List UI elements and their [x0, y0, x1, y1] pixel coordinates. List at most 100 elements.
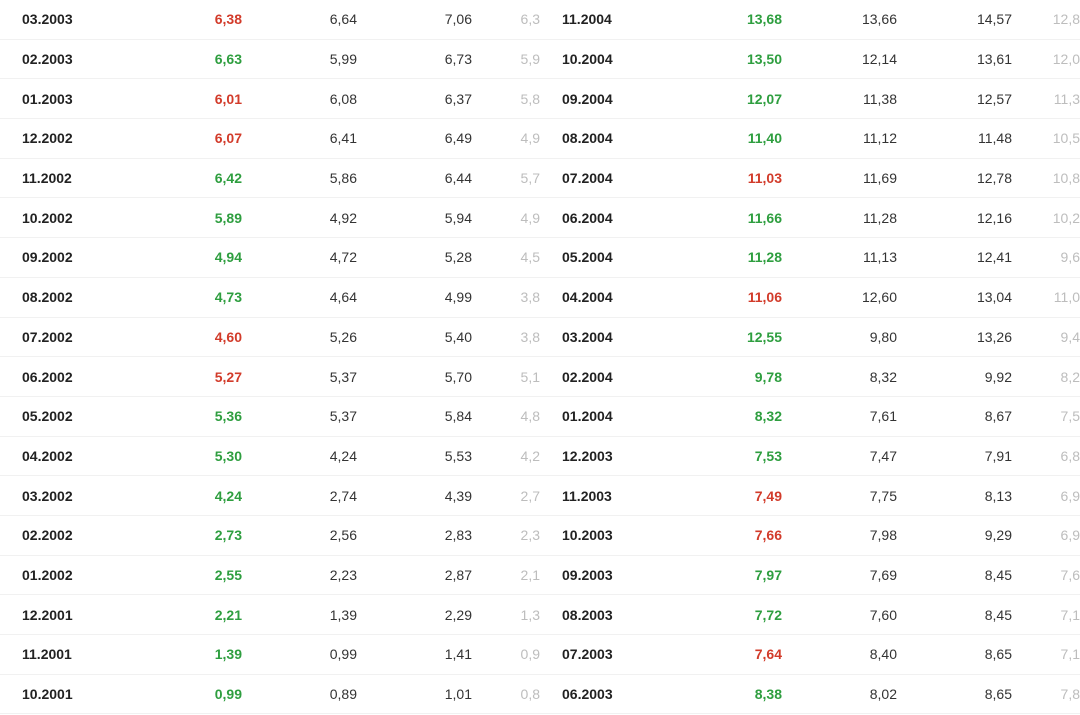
value-1-cell: 2,55 — [120, 567, 260, 583]
value-1-cell: 5,27 — [120, 369, 260, 385]
value-3-cell: 8,65 — [915, 686, 1030, 702]
value-3-cell: 9,92 — [915, 369, 1030, 385]
value-4-cell-clipped: 0,8 — [490, 686, 540, 702]
table-row: 02.20022,732,562,832,3 — [0, 516, 540, 556]
value-3-cell: 1,41 — [375, 646, 490, 662]
value-4-cell-clipped: 0,9 — [490, 646, 540, 662]
value-4-cell-clipped: 5,8 — [490, 91, 540, 107]
value-2-cell: 7,47 — [800, 448, 915, 464]
value-3-cell: 8,45 — [915, 607, 1030, 623]
value-4-cell-clipped: 9,4 — [1030, 329, 1080, 345]
value-1-cell: 1,39 — [120, 646, 260, 662]
value-1-cell: 11,03 — [660, 170, 800, 186]
value-1-cell: 12,55 — [660, 329, 800, 345]
value-3-cell: 12,78 — [915, 170, 1030, 186]
data-panel-right: 11.200413,6813,6614,5712,810.200413,5012… — [540, 0, 1080, 714]
value-4-cell-clipped: 7,8 — [1030, 686, 1080, 702]
value-4-cell-clipped: 11,3 — [1030, 91, 1080, 107]
value-2-cell: 0,99 — [260, 646, 375, 662]
value-3-cell: 5,70 — [375, 369, 490, 385]
date-cell: 11.2004 — [540, 11, 660, 27]
value-1-cell: 7,97 — [660, 567, 800, 583]
table-row: 11.20026,425,866,445,7 — [0, 159, 540, 199]
value-1-cell: 4,24 — [120, 488, 260, 504]
date-cell: 11.2002 — [0, 170, 120, 186]
value-3-cell: 5,40 — [375, 329, 490, 345]
value-2-cell: 7,98 — [800, 527, 915, 543]
value-1-cell: 6,38 — [120, 11, 260, 27]
value-4-cell-clipped: 5,7 — [490, 170, 540, 186]
value-1-cell: 12,07 — [660, 91, 800, 107]
date-cell: 08.2002 — [0, 289, 120, 305]
date-cell: 07.2004 — [540, 170, 660, 186]
date-cell: 10.2001 — [0, 686, 120, 702]
value-1-cell: 7,49 — [660, 488, 800, 504]
value-2-cell: 7,75 — [800, 488, 915, 504]
value-2-cell: 9,80 — [800, 329, 915, 345]
date-cell: 09.2003 — [540, 567, 660, 583]
data-panel-left: 03.20036,386,647,066,302.20036,635,996,7… — [0, 0, 540, 714]
value-4-cell-clipped: 5,1 — [490, 369, 540, 385]
value-1-cell: 2,73 — [120, 527, 260, 543]
date-cell: 02.2004 — [540, 369, 660, 385]
value-2-cell: 4,92 — [260, 210, 375, 226]
table-row: 10.20025,894,925,944,9 — [0, 198, 540, 238]
value-4-cell-clipped: 5,9 — [490, 51, 540, 67]
date-cell: 03.2003 — [0, 11, 120, 27]
value-2-cell: 8,32 — [800, 369, 915, 385]
value-3-cell: 5,84 — [375, 408, 490, 424]
table-row: 06.200411,6611,2812,1610,2 — [540, 198, 1080, 238]
value-2-cell: 11,38 — [800, 91, 915, 107]
value-3-cell: 5,94 — [375, 210, 490, 226]
table-row: 07.200411,0311,6912,7810,8 — [540, 159, 1080, 199]
value-4-cell-clipped: 2,1 — [490, 567, 540, 583]
table-row: 03.20024,242,744,392,7 — [0, 476, 540, 516]
value-4-cell-clipped: 7,6 — [1030, 567, 1080, 583]
value-4-cell-clipped: 8,2 — [1030, 369, 1080, 385]
value-4-cell-clipped: 4,9 — [490, 130, 540, 146]
table-row: 12.20026,076,416,494,9 — [0, 119, 540, 159]
value-1-cell: 11,40 — [660, 130, 800, 146]
value-1-cell: 13,68 — [660, 11, 800, 27]
date-cell: 02.2002 — [0, 527, 120, 543]
value-3-cell: 12,41 — [915, 249, 1030, 265]
value-3-cell: 9,29 — [915, 527, 1030, 543]
value-4-cell-clipped: 4,8 — [490, 408, 540, 424]
date-cell: 01.2004 — [540, 408, 660, 424]
value-2-cell: 2,74 — [260, 488, 375, 504]
table-row: 12.20037,537,477,916,8 — [540, 437, 1080, 477]
value-3-cell: 6,37 — [375, 91, 490, 107]
table-row: 06.20025,275,375,705,1 — [0, 357, 540, 397]
date-cell: 02.2003 — [0, 51, 120, 67]
value-3-cell: 1,01 — [375, 686, 490, 702]
value-2-cell: 7,61 — [800, 408, 915, 424]
value-3-cell: 11,48 — [915, 130, 1030, 146]
table-row: 02.20049,788,329,928,2 — [540, 357, 1080, 397]
value-1-cell: 11,06 — [660, 289, 800, 305]
date-cell: 12.2002 — [0, 130, 120, 146]
table-row: 04.20025,304,245,534,2 — [0, 437, 540, 477]
value-2-cell: 11,12 — [800, 130, 915, 146]
value-1-cell: 5,89 — [120, 210, 260, 226]
date-cell: 07.2003 — [540, 646, 660, 662]
value-1-cell: 6,63 — [120, 51, 260, 67]
value-4-cell-clipped: 6,9 — [1030, 527, 1080, 543]
table-row: 01.20048,327,618,677,5 — [540, 397, 1080, 437]
table-row: 07.20037,648,408,657,1 — [540, 635, 1080, 675]
value-1-cell: 0,99 — [120, 686, 260, 702]
table-row: 09.200412,0711,3812,5711,3 — [540, 79, 1080, 119]
value-4-cell-clipped: 6,8 — [1030, 448, 1080, 464]
value-4-cell-clipped: 4,9 — [490, 210, 540, 226]
value-4-cell-clipped: 7,5 — [1030, 408, 1080, 424]
value-1-cell: 11,28 — [660, 249, 800, 265]
value-3-cell: 5,53 — [375, 448, 490, 464]
value-1-cell: 2,21 — [120, 607, 260, 623]
value-4-cell-clipped: 2,3 — [490, 527, 540, 543]
date-cell: 11.2003 — [540, 488, 660, 504]
date-cell: 06.2002 — [0, 369, 120, 385]
value-3-cell: 8,65 — [915, 646, 1030, 662]
value-2-cell: 12,14 — [800, 51, 915, 67]
value-2-cell: 4,64 — [260, 289, 375, 305]
value-4-cell-clipped: 3,8 — [490, 329, 540, 345]
value-4-cell-clipped: 6,9 — [1030, 488, 1080, 504]
